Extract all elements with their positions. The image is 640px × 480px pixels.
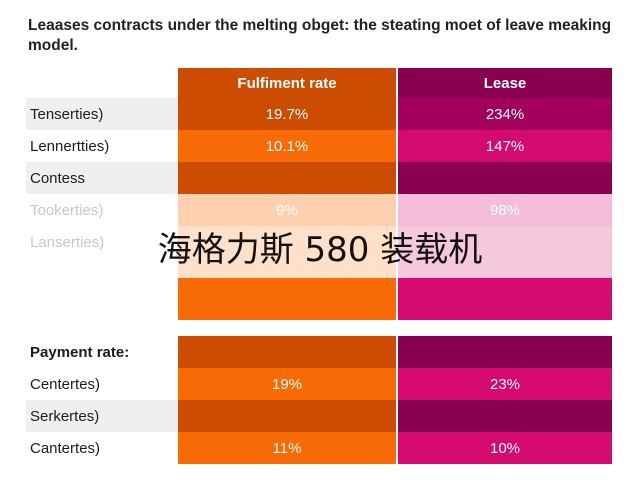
table-row: Payment rate: (26, 336, 612, 368)
row-label: Lanserties) (30, 233, 105, 251)
table-row (26, 258, 612, 320)
cell-lease: 23% (398, 368, 612, 400)
column-header-lease: Lease (398, 68, 612, 98)
data-table: Fulfiment rate Lease Tenserties) 19.7% 2… (26, 68, 612, 464)
cell-fulfiment-rate: 19% (178, 368, 396, 400)
column-header-fulfiment-rate: Fulfiment rate (178, 68, 396, 98)
cell-lease: 10% (398, 432, 612, 464)
table-header-row: Fulfiment rate Lease (26, 68, 612, 98)
cell-fulfiment-rate (178, 226, 396, 258)
chart-title: Leaases contracts under the melting obge… (28, 17, 612, 54)
cell-fulfiment-rate: 9% (178, 194, 396, 226)
table-row: Serkertes) (26, 400, 612, 432)
cell-lease (398, 162, 612, 194)
row-label: Tenserties) (26, 98, 178, 130)
cell-lease: 98% (398, 194, 612, 226)
section-label-payment-rate: Payment rate: (30, 343, 130, 361)
row-label: Contess (26, 162, 178, 194)
row-label: Cantertes) (30, 439, 101, 457)
table-row: Cantertes) 11% 10% (26, 432, 612, 464)
cell-lease (398, 400, 612, 432)
cell-fulfiment-rate: 19.7% (178, 98, 396, 130)
cell-fulfiment-rate (178, 336, 396, 368)
cell-lease (398, 336, 612, 368)
table-row: Contess (26, 162, 612, 194)
row-label: Centertes) (30, 375, 101, 393)
cell-fulfiment-rate (178, 162, 396, 194)
table-row: Tookerties) 9% 98% (26, 194, 612, 226)
cell-fulfiment-rate-fade (178, 258, 396, 278)
watermark-text: 海格力斯 580 装载机 (157, 229, 483, 270)
cell-lease: 234% (398, 98, 612, 130)
row-label: Serkertes) (26, 400, 178, 432)
row-label: Tookerties) (30, 201, 104, 219)
cell-lease (398, 226, 612, 258)
table-row: Lanserties) (26, 226, 612, 258)
cell-lease (398, 278, 612, 320)
cell-lease: 147% (398, 130, 612, 162)
cell-fulfiment-rate (178, 278, 396, 320)
table-row: Centertes) 19% 23% (26, 368, 612, 400)
table-row: Lennertties) 10.1% 147% (26, 130, 612, 162)
cell-lease-fade (398, 258, 612, 278)
cell-fulfiment-rate (178, 400, 396, 432)
table-row: Tenserties) 19.7% 234% (26, 98, 612, 130)
cell-fulfiment-rate: 11% (178, 432, 396, 464)
cell-fulfiment-rate: 10.1% (178, 130, 396, 162)
row-label: Lennertties) (30, 137, 110, 155)
